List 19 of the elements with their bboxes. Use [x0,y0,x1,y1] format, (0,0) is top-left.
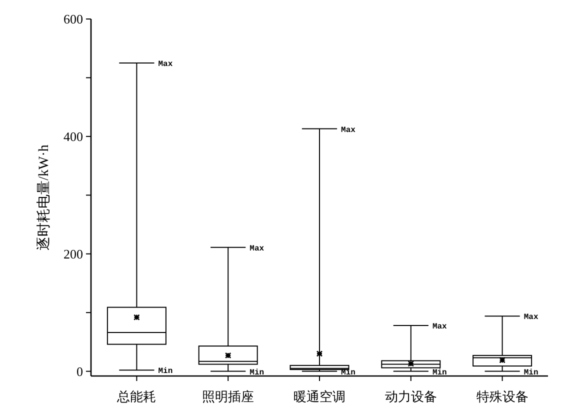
annotation: Min [250,368,264,378]
annotation: Max [524,313,538,322]
annotation: Max [250,244,264,254]
y-tick-label: 400 [64,128,83,144]
y-tick-label: 600 [64,12,83,26]
annotation: Min [158,367,173,376]
x-tick-label: 动力设备 [384,389,437,404]
x-tick-label: 照明插座 [202,389,254,404]
annotation: Min [432,368,448,378]
annotation: Max [158,60,173,70]
annotation: Max [432,322,448,332]
annotation: Max [341,126,356,135]
y-tick-label: 200 [64,246,83,262]
x-tick-label: 特殊设备 [476,389,528,404]
y-tick-label: 0 [76,364,83,379]
annotation: Min [524,368,538,378]
y-axis-title: 逐时耗电量/kW·h [36,144,52,250]
x-tick-label: 暖通空调 [294,389,346,404]
x-tick-label: 总能耗 [116,389,156,404]
